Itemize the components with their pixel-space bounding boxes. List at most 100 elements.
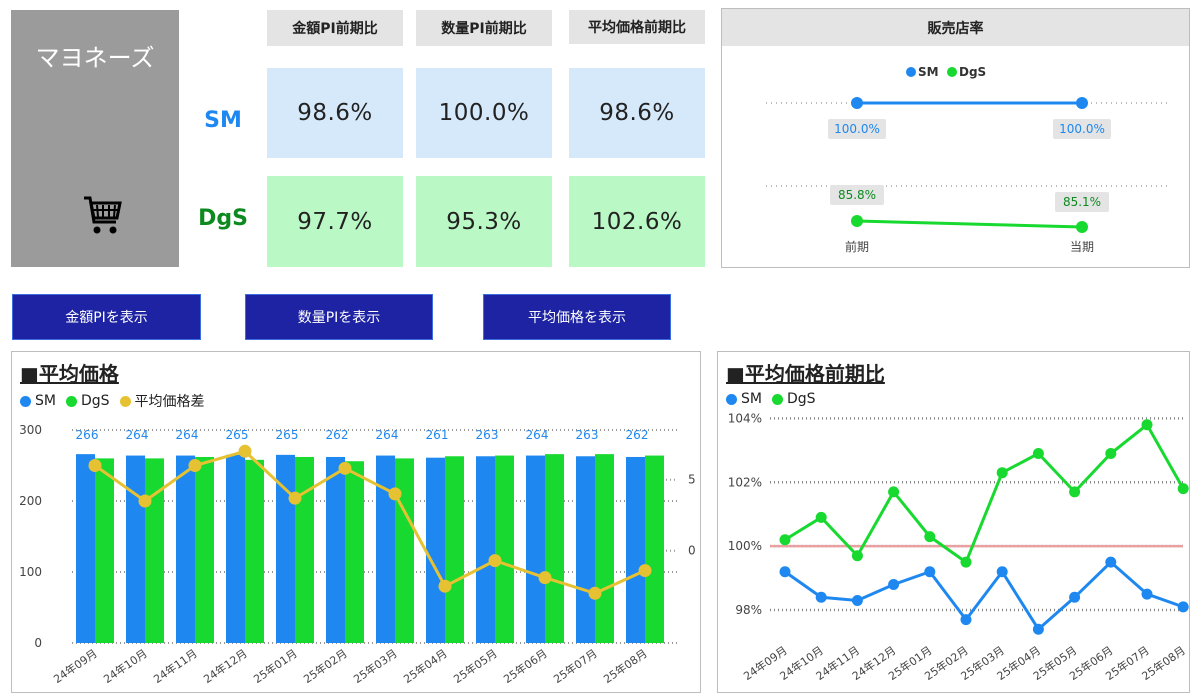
legend-sm-text: SM xyxy=(741,391,762,407)
row-label-dgs: DgS xyxy=(198,205,248,231)
dgs-rate-line xyxy=(856,219,1083,229)
dgs-rate-label-curr-bg xyxy=(1055,192,1109,212)
x-tick-label: 25年07月 xyxy=(551,646,600,686)
x-tick-label: 25年05月 xyxy=(451,646,500,686)
legend-sm-text: SM xyxy=(35,393,56,409)
bar-dgs xyxy=(195,456,214,643)
y-tick-label: 98% xyxy=(735,603,762,617)
point-diff xyxy=(488,554,502,568)
y-tick-label: 200 xyxy=(19,494,42,508)
product-panel: マヨネーズ xyxy=(11,10,179,267)
dgs-rate-label-curr: 85.1% xyxy=(1063,195,1101,209)
store-rate-chart: SM DgS 100.0% 100.0% 85.8% 85.1% 前期 当期 xyxy=(766,65,1169,254)
avg-price-ratio-chart-panel: ■平均価格前期比 SM DgS 98% 100% 102% 104% 24年09月 24年… xyxy=(717,351,1190,693)
kpi-header-amount: 金額PI前期比 xyxy=(267,10,403,46)
y2-tick-label: 5 xyxy=(688,473,696,487)
avg-price-ratio-chart-title: ■平均価格前期比 xyxy=(726,362,885,386)
y-tick-label: 104% xyxy=(728,411,762,425)
row-label-sm: SM xyxy=(204,107,242,133)
point-sm xyxy=(1105,556,1117,568)
bar-sm xyxy=(626,456,645,643)
sm-rate-label-prev-bg xyxy=(828,119,886,139)
product-name: マヨネーズ xyxy=(35,44,155,72)
point-dgs xyxy=(960,556,972,568)
bar-dgs xyxy=(545,454,564,643)
bar-dgs xyxy=(145,458,164,643)
x-tick-label: 25年02月 xyxy=(301,646,350,686)
store-rate-legend: SM DgS xyxy=(906,65,986,79)
dgs-rate-label-prev: 85.8% xyxy=(838,188,876,202)
bar-dgs xyxy=(295,456,314,643)
point-diff xyxy=(638,564,652,578)
store-rate-title: 販売店率 xyxy=(722,9,1189,46)
bar-data-label: 265 xyxy=(276,428,299,442)
y-tick-label: 100 xyxy=(19,565,42,579)
period-label-prev: 前期 xyxy=(845,239,869,254)
point-dgs xyxy=(1032,448,1044,460)
point-diff xyxy=(188,459,202,472)
x-tick-label: 25年04月 xyxy=(401,646,450,686)
point-sm xyxy=(996,566,1008,578)
bar-sm xyxy=(226,454,245,643)
show-amount-pi-button[interactable]: 金額PIを表示 xyxy=(12,294,201,340)
bar-sm xyxy=(76,454,95,643)
y-tick-label: 102% xyxy=(728,475,762,489)
bar-dgs xyxy=(245,459,264,643)
kpi-dgs-quantity: 95.3% xyxy=(416,176,552,267)
point-dgs xyxy=(1141,419,1153,431)
point-sm xyxy=(888,579,900,590)
legend-diff-dot xyxy=(119,395,131,407)
y-tick-label: 300 xyxy=(19,423,42,437)
bar-data-label: 264 xyxy=(176,428,199,442)
point-sm xyxy=(1141,588,1153,600)
shopping-cart-icon xyxy=(84,196,122,234)
avg-price-chart-panel: ■平均価格 SM DgS 平均価格差 0 100 200 300 0 5 266 24年09月… xyxy=(11,351,701,693)
bar-data-label: 261 xyxy=(426,428,449,442)
x-tick-label: 24年10月 xyxy=(101,646,150,686)
kpi-header-quantity: 数量PI前期比 xyxy=(416,10,552,46)
kpi-dgs-amount: 97.7% xyxy=(267,176,403,267)
kpi-sm-amount: 98.6% xyxy=(267,68,403,158)
series-line-sm xyxy=(784,560,1184,632)
bar-data-label: 263 xyxy=(576,428,599,442)
legend-sm-label: SM xyxy=(918,65,939,79)
point-dgs xyxy=(1105,448,1117,460)
legend-sm-dot xyxy=(726,393,737,405)
point-dgs xyxy=(996,467,1008,479)
bar-sm xyxy=(476,456,495,643)
x-tick-label: 25年08月 xyxy=(601,646,650,686)
series-line-diff xyxy=(94,449,646,595)
point-diff xyxy=(388,487,402,501)
point-sm xyxy=(924,566,936,578)
point-diff xyxy=(338,461,352,475)
point-sm xyxy=(851,594,863,606)
show-avg-price-button[interactable]: 平均価格を表示 xyxy=(483,294,671,340)
bar-data-label: 263 xyxy=(476,428,499,442)
point-sm xyxy=(1032,623,1044,635)
bar-dgs xyxy=(495,455,514,643)
point-diff xyxy=(138,494,152,508)
x-tick-label: 24年09月 xyxy=(51,646,100,686)
point-diff xyxy=(438,579,452,593)
x-tick-label: 24年12月 xyxy=(201,646,250,686)
dgs-rate-point-curr xyxy=(1076,221,1088,233)
point-sm xyxy=(1177,601,1189,613)
x-tick-label: 25年06月 xyxy=(501,646,550,686)
point-diff xyxy=(288,491,302,505)
legend-sm-dot xyxy=(20,395,31,407)
series-line-dgs xyxy=(784,422,1185,565)
store-rate-panel: 販売店率 SM DgS 100.0% 100.0% 85.8% 85.1% 前期… xyxy=(721,8,1190,268)
bar-data-label: 262 xyxy=(326,428,349,442)
point-dgs xyxy=(1069,486,1081,498)
x-tick-label: 24年11月 xyxy=(151,646,200,686)
bar-sm xyxy=(126,455,145,643)
sm-rate-label-curr-bg xyxy=(1053,119,1111,139)
legend-dgs-text: DgS xyxy=(80,393,110,409)
y2-tick-label: 0 xyxy=(688,544,696,558)
bar-dgs xyxy=(445,456,464,643)
avg-price-chart-legend: SM DgS 平均価格差 xyxy=(20,391,205,411)
show-quantity-pi-button[interactable]: 数量PIを表示 xyxy=(245,294,433,340)
legend-sm-marker xyxy=(906,67,916,77)
point-sm xyxy=(815,591,827,603)
bar-sm xyxy=(576,456,595,643)
